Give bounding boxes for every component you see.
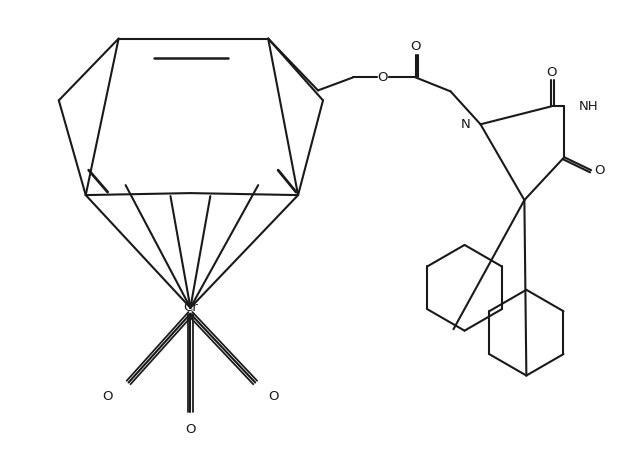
Text: O: O — [594, 164, 604, 177]
Text: O: O — [103, 390, 113, 403]
Text: N: N — [461, 118, 470, 131]
Text: NH: NH — [579, 100, 599, 113]
Text: O: O — [546, 66, 556, 79]
Text: O: O — [378, 71, 388, 84]
Text: O: O — [410, 40, 421, 53]
Text: O: O — [185, 423, 196, 436]
Text: Cr: Cr — [183, 301, 198, 314]
Text: O: O — [268, 390, 278, 403]
